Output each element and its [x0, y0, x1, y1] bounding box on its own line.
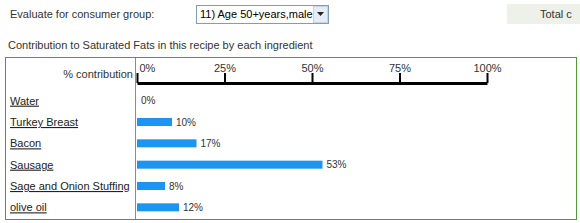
control-label: Evaluate for consumer group: [10, 8, 154, 20]
category-label[interactable]: Water [10, 95, 39, 107]
data-labels: 0% 10% 17% 53% 8% 12% [141, 95, 347, 213]
chart-frame [6, 58, 577, 220]
select[interactable]: 11) Age 50+years,male [197, 6, 329, 24]
title: Contribution to Saturated Fats in this r… [8, 39, 313, 51]
tick-label: 50% [301, 62, 323, 74]
tick: 50% [301, 62, 323, 83]
category-label[interactable]: olive oil [10, 201, 47, 213]
data-label: 53% [327, 159, 347, 170]
tick-label: 100% [473, 62, 501, 74]
category-label[interactable]: Sage and Onion Stuffing [10, 180, 130, 192]
tick: 25% [214, 62, 236, 83]
tick-mark [312, 73, 314, 83]
bar [137, 203, 179, 211]
data-label: 0% [141, 95, 156, 106]
tick-label: 25% [214, 62, 236, 74]
data-label: 10% [176, 117, 196, 128]
bar [137, 118, 172, 126]
tick-label: 0% [140, 62, 156, 74]
select-box[interactable] [197, 6, 329, 24]
data-label: 12% [183, 202, 203, 213]
category-labels: Water Turkey Breast Bacon Sausage Sage and O… [10, 95, 130, 214]
category-label[interactable]: Sausage [10, 159, 53, 171]
separator [135, 58, 136, 219]
data-label: 8% [169, 181, 184, 192]
bar [137, 182, 165, 190]
bar [137, 161, 323, 169]
total-label: Total c [540, 8, 572, 20]
tick-label: 75% [389, 62, 411, 74]
chart: Evaluate for consumer group: 11) Age 50+y… [0, 0, 580, 223]
tick-mark [487, 73, 489, 83]
category-label[interactable]: Bacon [10, 137, 41, 149]
tick: 0% [138, 62, 156, 83]
tick: 75% [389, 62, 411, 83]
tick-mark [399, 73, 401, 83]
bar [137, 97, 138, 105]
bars [137, 118, 323, 211]
select-button[interactable] [314, 7, 328, 23]
axis-title: % contribution [63, 68, 133, 80]
x-axis: 0% 25% 50% 75% 100% [138, 62, 502, 83]
tick: 100% [473, 62, 501, 83]
select-arrow[interactable] [317, 12, 324, 16]
tick-mark [137, 73, 139, 83]
tick-mark [224, 73, 226, 83]
bar [137, 139, 197, 147]
total-box [507, 4, 580, 24]
data-label: 17% [201, 138, 221, 149]
select-value[interactable]: 11) Age 50+years,male [200, 8, 313, 20]
category-label[interactable]: Turkey Breast [10, 116, 78, 128]
